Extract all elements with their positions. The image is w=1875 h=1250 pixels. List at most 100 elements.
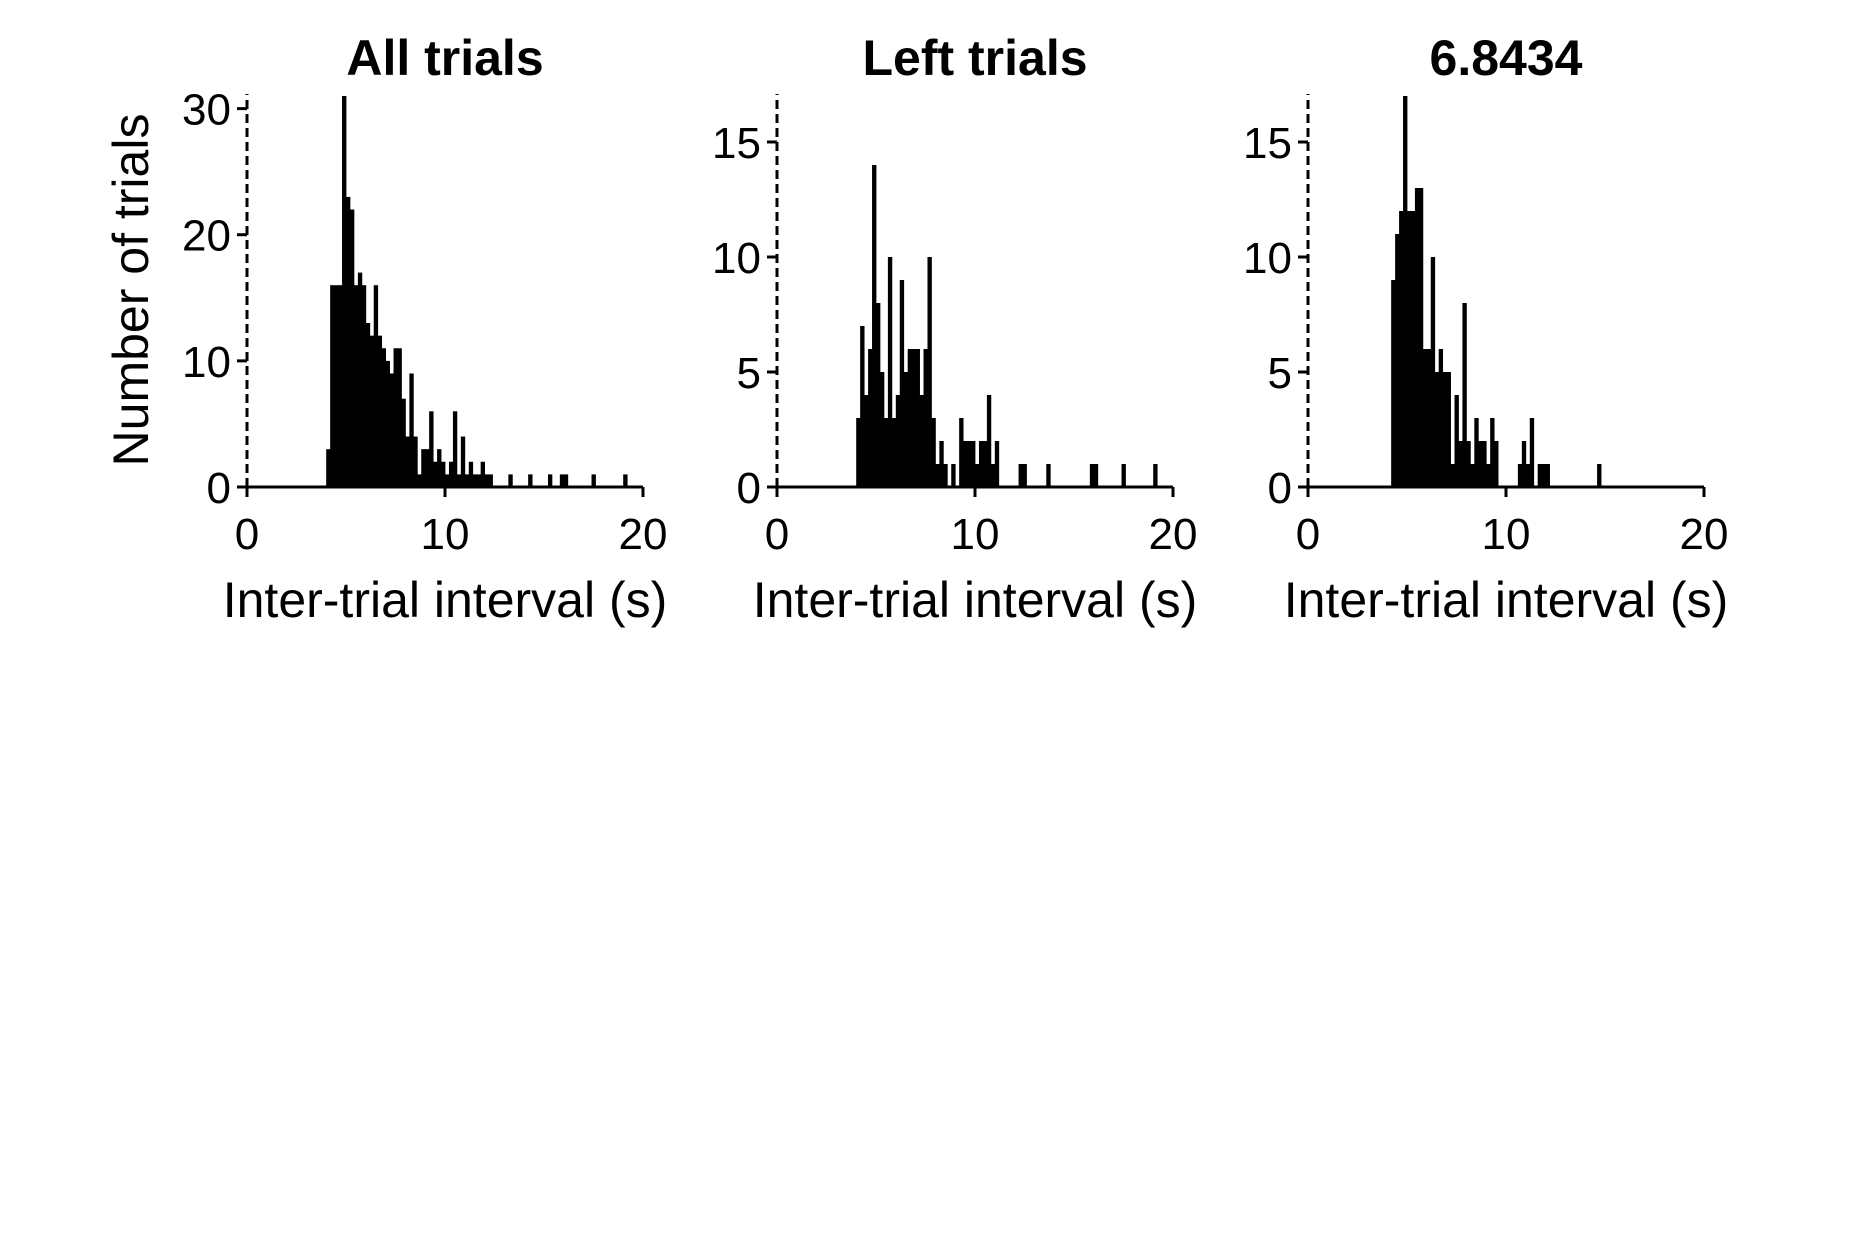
histogram-bar bbox=[1482, 441, 1487, 487]
histogram-bar bbox=[891, 418, 897, 487]
histogram-bar bbox=[982, 441, 988, 487]
histogram-bar bbox=[1466, 441, 1471, 487]
histogram-bar bbox=[1537, 464, 1543, 487]
histogram-bar bbox=[528, 474, 533, 487]
histogram-bar bbox=[943, 464, 948, 487]
histogram-bar bbox=[1517, 464, 1523, 487]
histogram-bar bbox=[907, 349, 913, 487]
histogram-bar bbox=[963, 441, 968, 487]
histogram-bar bbox=[425, 449, 430, 487]
histogram-bar bbox=[975, 464, 980, 487]
panel-title: 6.8434 bbox=[1430, 30, 1583, 86]
histogram-bar bbox=[876, 303, 881, 487]
histogram-panel-1: All trials 0 10 20 0 10 20 30 Inter-trial interv… bbox=[182, 30, 667, 628]
histogram-bar bbox=[899, 280, 905, 487]
histogram-bar bbox=[1597, 464, 1602, 487]
histogram-bar bbox=[476, 474, 482, 487]
histogram-bar bbox=[967, 441, 972, 487]
histogram-bar bbox=[445, 474, 450, 487]
x-tick-label: 20 bbox=[619, 510, 668, 559]
histogram-bar bbox=[484, 474, 489, 487]
y-tick-label: 0 bbox=[1268, 464, 1292, 513]
histogram-bar bbox=[1410, 211, 1416, 487]
histogram-panel-2: Left trials 0 10 20 0 5 10 15 Inter-trial interv… bbox=[712, 30, 1197, 628]
histogram-bar bbox=[1470, 464, 1475, 487]
x-tick-label: 10 bbox=[421, 510, 470, 559]
histogram-bar bbox=[1450, 464, 1455, 487]
histogram-bar bbox=[860, 326, 865, 487]
histogram-bar bbox=[1438, 349, 1444, 487]
x-tick-label: 10 bbox=[1482, 510, 1531, 559]
histogram-bar bbox=[1478, 441, 1483, 487]
x-tick-label: 0 bbox=[1296, 510, 1320, 559]
histogram-bar bbox=[1089, 464, 1095, 487]
histogram-bar bbox=[883, 418, 889, 487]
histogram-bar bbox=[472, 474, 478, 487]
x-axis-label: Inter-trial interval (s) bbox=[223, 572, 668, 628]
histogram-bar bbox=[401, 398, 406, 487]
histogram-bar bbox=[1399, 211, 1404, 487]
histogram-bar bbox=[1494, 441, 1499, 487]
y-tick-label: 10 bbox=[712, 234, 761, 283]
histogram-bar bbox=[330, 285, 335, 487]
x-tick-label: 20 bbox=[1149, 510, 1198, 559]
histogram-bar bbox=[939, 441, 944, 487]
histogram-bar bbox=[338, 285, 343, 487]
histogram-bar bbox=[1422, 349, 1428, 487]
histogram-bar bbox=[342, 96, 347, 487]
histogram-bar bbox=[591, 474, 596, 487]
histogram-bar bbox=[369, 335, 375, 487]
histogram-bar bbox=[1458, 441, 1463, 487]
histogram-bar bbox=[365, 323, 371, 487]
histogram-bar bbox=[868, 349, 873, 487]
histogram-bar bbox=[931, 418, 936, 487]
histogram-bar bbox=[856, 418, 861, 487]
histogram-bar bbox=[911, 349, 916, 487]
histogram-bar bbox=[1403, 96, 1408, 487]
histogram-bar bbox=[959, 418, 964, 487]
histogram-bar bbox=[1046, 464, 1051, 487]
histogram-bar bbox=[405, 436, 410, 487]
histogram-bar bbox=[887, 257, 893, 487]
histogram-bar bbox=[413, 436, 418, 487]
histogram-bar bbox=[1022, 464, 1027, 487]
histogram-bar bbox=[1446, 372, 1451, 487]
histogram-bar bbox=[895, 395, 901, 487]
histogram-bar bbox=[1434, 372, 1440, 487]
histogram-bar bbox=[441, 461, 446, 487]
histogram-bar bbox=[879, 372, 885, 487]
histogram-bar bbox=[1529, 418, 1535, 487]
histogram-bar bbox=[1426, 349, 1432, 487]
histogram-bar bbox=[346, 196, 351, 487]
histogram-bar bbox=[1018, 464, 1023, 487]
histogram-bar bbox=[508, 474, 513, 487]
histogram-bar bbox=[361, 285, 367, 487]
histogram-bar bbox=[409, 373, 414, 487]
histogram-bar bbox=[334, 285, 339, 487]
histogram-bar bbox=[357, 272, 363, 487]
x-tick-label: 20 bbox=[1680, 510, 1729, 559]
histogram-panel-3: 6.8434 0 10 20 0 5 10 15 Inter-trial interval (s… bbox=[1243, 30, 1728, 628]
histogram-bar bbox=[433, 461, 438, 487]
y-tick-label: 0 bbox=[207, 464, 231, 513]
x-tick-label: 0 bbox=[235, 510, 259, 559]
histogram-bar bbox=[349, 209, 355, 487]
histogram-bar bbox=[381, 348, 386, 487]
histogram-bar bbox=[389, 373, 394, 487]
histogram-bar bbox=[547, 474, 553, 487]
histogram-bar bbox=[373, 285, 379, 487]
histogram-bar bbox=[1093, 464, 1099, 487]
histogram-bar bbox=[903, 372, 909, 487]
histogram-bar bbox=[923, 349, 928, 487]
panel-title: Left trials bbox=[862, 30, 1087, 86]
y-tick-label: 5 bbox=[737, 349, 761, 398]
histogram-bar bbox=[468, 461, 474, 487]
histogram-bar bbox=[978, 441, 984, 487]
histogram-bar bbox=[951, 464, 956, 487]
histogram-bar bbox=[864, 395, 869, 487]
histogram-bar bbox=[1153, 464, 1158, 487]
histogram-bar bbox=[1521, 441, 1527, 487]
histogram-bar bbox=[1418, 188, 1424, 487]
y-tick-label: 10 bbox=[182, 338, 231, 387]
histogram-bar bbox=[971, 441, 976, 487]
